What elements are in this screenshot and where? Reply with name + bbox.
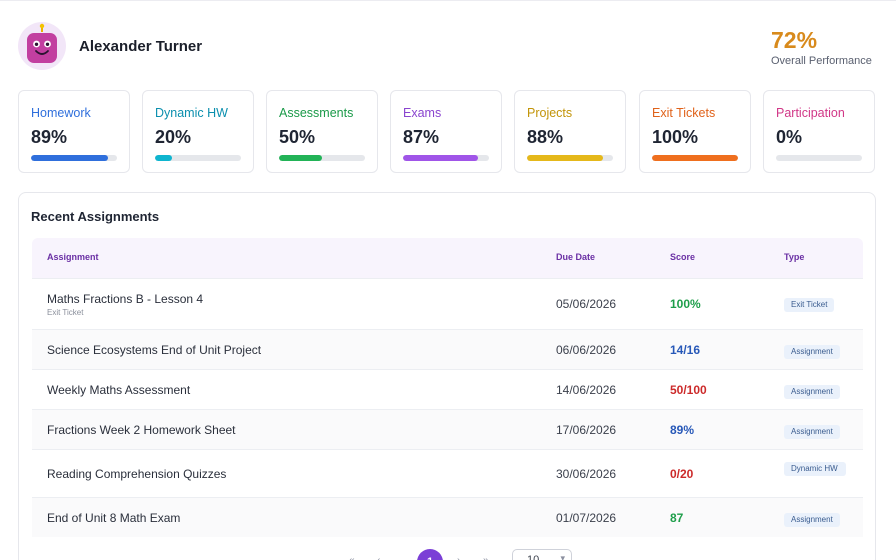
metric-cards: Homework 89% Dynamic HW 20% Assessments … <box>18 90 876 174</box>
panel-title: Recent Assignments <box>31 209 160 224</box>
overall-performance-value: 72% <box>771 27 818 53</box>
column-header-assignment[interactable]: Assignment <box>47 252 99 262</box>
progress-fill <box>155 155 173 161</box>
assignment-title: Weekly Maths Assessment <box>47 383 191 397</box>
student-name: Alexander Turner <box>79 38 203 55</box>
first-page-icon[interactable]: « <box>349 555 355 560</box>
progress-bar <box>527 155 613 161</box>
metric-value: 20% <box>155 127 192 147</box>
score: 0/20 <box>670 467 694 481</box>
pagination: « ‹ 1 › » 10 ▾ <box>349 549 589 560</box>
last-page-icon[interactable]: » <box>483 555 489 560</box>
table-row[interactable]: Science Ecosystems End of Unit Project 0… <box>32 329 863 369</box>
recent-assignments-panel: Recent Assignments Assignment Due Date S… <box>18 192 876 560</box>
due-date: 01/07/2026 <box>556 511 617 525</box>
assignment-title: Science Ecosystems End of Unit Project <box>47 343 262 357</box>
assignment-title: Fractions Week 2 Homework Sheet <box>47 423 236 437</box>
metric-value: 0% <box>776 127 803 147</box>
metric-value: 87% <box>403 127 440 147</box>
assignment-title: Reading Comprehension Quizzes <box>47 467 227 481</box>
page-size-select[interactable]: 10 ▾ <box>512 549 572 560</box>
type-badge: Assignment <box>784 385 840 400</box>
metric-card-dynamic-hw[interactable]: Dynamic HW 20% <box>142 90 254 173</box>
prev-page-icon[interactable]: ‹ <box>377 555 380 560</box>
type-badge: Assignment <box>784 345 840 360</box>
column-header-type[interactable]: Type <box>784 252 805 262</box>
table-row[interactable]: End of Unit 8 Math Exam 01/07/2026 87 As… <box>32 497 863 537</box>
due-date: 06/06/2026 <box>556 343 617 357</box>
metric-value: 100% <box>652 127 699 147</box>
due-date: 30/06/2026 <box>556 467 617 481</box>
metric-label: Participation <box>776 106 845 120</box>
assignment-title: End of Unit 8 Math Exam <box>47 511 181 525</box>
metric-label: Homework <box>31 106 91 120</box>
progress-bar <box>776 155 862 161</box>
table-row[interactable]: Maths Fractions B - Lesson 4 Exit Ticket… <box>32 278 863 329</box>
column-header-score[interactable]: Score <box>670 252 696 262</box>
metric-card-participation[interactable]: Participation 0% <box>763 90 875 173</box>
progress-fill <box>279 155 322 161</box>
type-badge: Dynamic HW <box>784 462 846 477</box>
due-date: 05/06/2026 <box>556 297 617 311</box>
metric-value: 50% <box>279 127 316 147</box>
overall-performance-label: Overall Performance <box>771 55 872 67</box>
progress-bar <box>155 155 241 161</box>
top-divider <box>0 0 896 1</box>
metric-label: Dynamic HW <box>155 106 228 120</box>
type-badge: Exit Ticket <box>784 298 835 313</box>
type-badge: Assignment <box>784 425 840 440</box>
progress-bar <box>403 155 489 161</box>
assignment-subtitle: Exit Ticket <box>47 308 84 317</box>
type-badge: Assignment <box>784 513 840 528</box>
metric-label: Exams <box>403 106 442 120</box>
column-header-due-date[interactable]: Due Date <box>556 252 596 262</box>
avatar <box>18 22 66 70</box>
progress-fill <box>403 155 478 161</box>
score: 14/16 <box>670 343 701 357</box>
assignment-title: Maths Fractions B - Lesson 4 <box>47 292 204 306</box>
next-page-icon[interactable]: › <box>457 555 460 560</box>
due-date: 17/06/2026 <box>556 423 617 437</box>
progress-fill <box>652 155 738 161</box>
metric-card-assessments[interactable]: Assessments 50% <box>266 90 378 173</box>
chevron-down-icon: ▾ <box>560 553 565 560</box>
score: 50/100 <box>670 383 707 397</box>
table-row[interactable]: Reading Comprehension Quizzes 30/06/2026… <box>32 449 863 497</box>
score: 89% <box>670 423 695 437</box>
progress-fill <box>527 155 603 161</box>
metric-label: Projects <box>527 106 573 120</box>
table-row[interactable]: Fractions Week 2 Homework Sheet 17/06/20… <box>32 409 863 449</box>
score: 87 <box>670 511 684 525</box>
metric-label: Exit Tickets <box>652 106 716 120</box>
metric-value: 89% <box>31 127 68 147</box>
progress-bar <box>652 155 738 161</box>
progress-bar <box>279 155 365 161</box>
progress-fill <box>31 155 108 161</box>
metric-card-exams[interactable]: Exams 87% <box>390 90 502 173</box>
progress-bar <box>31 155 117 161</box>
metric-value: 88% <box>527 127 564 147</box>
page-1-button[interactable]: 1 <box>417 549 443 560</box>
metric-card-homework[interactable]: Homework 89% <box>18 90 130 173</box>
metric-card-projects[interactable]: Projects 88% <box>514 90 626 173</box>
due-date: 14/06/2026 <box>556 383 617 397</box>
assignments-table: Assignment Due Date Score Type Maths Fra… <box>32 238 863 537</box>
page-size-value: 10 <box>527 554 540 560</box>
metric-label: Assessments <box>279 106 354 120</box>
score: 100% <box>670 297 701 311</box>
table-row[interactable]: Weekly Maths Assessment 14/06/2026 50/10… <box>32 369 863 409</box>
table-header: Assignment Due Date Score Type <box>32 238 863 278</box>
metric-card-exit-tickets[interactable]: Exit Tickets 100% <box>639 90 751 173</box>
